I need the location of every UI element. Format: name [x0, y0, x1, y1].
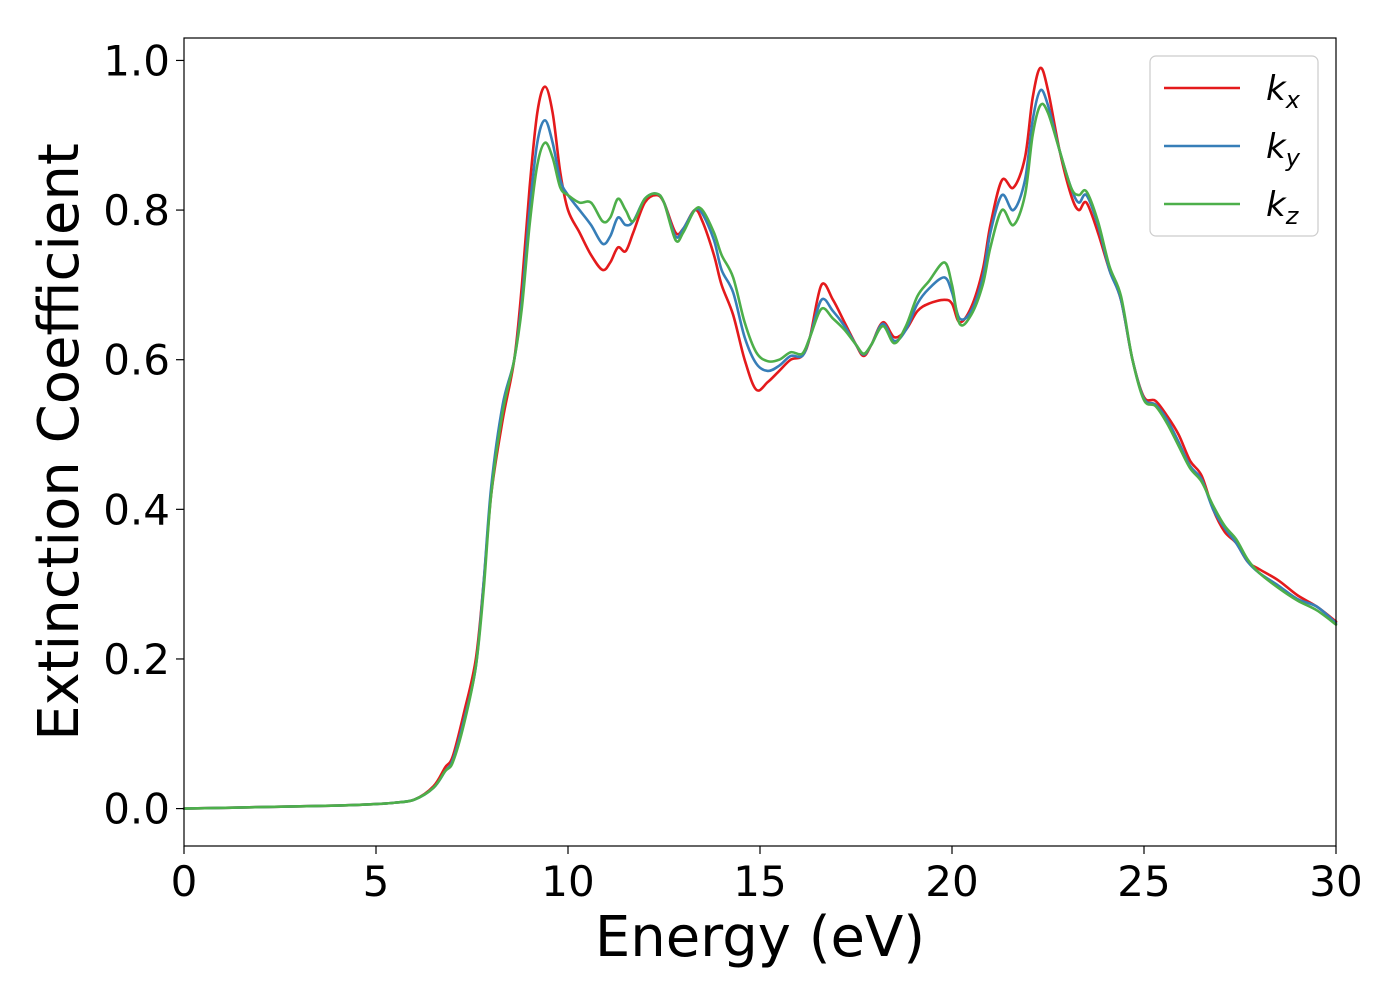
legend-label-y: ky — [1266, 127, 1301, 172]
series-layer — [182, 66, 1338, 810]
y-tick-label: 0.4 — [103, 485, 170, 534]
x-tick-label: 5 — [363, 857, 390, 906]
legend-label-z: kz — [1266, 185, 1300, 230]
x-tick-label: 10 — [541, 857, 594, 906]
x-tick-label: 20 — [925, 857, 978, 906]
x-tick-label: 25 — [1117, 857, 1170, 906]
y-tick-label: 0.2 — [103, 635, 170, 684]
y-tick-label: 0.0 — [103, 785, 170, 834]
series-line-z — [182, 102, 1338, 810]
y-tick-label: 0.8 — [103, 186, 170, 235]
legend-label-x: kx — [1266, 69, 1301, 114]
y-axis: 0.0 0.2 0.4 0.6 0.8 1.0 — [103, 36, 184, 834]
x-axis-title: Energy (eV) — [595, 905, 925, 970]
y-axis-title: Extinction Coefficient — [27, 143, 92, 741]
x-axis: 0 5 10 15 20 25 30 — [171, 846, 1363, 906]
y-tick-label: 0.6 — [103, 336, 170, 385]
x-tick-label: 0 — [171, 857, 198, 906]
legend: kx ky kz — [1149, 55, 1319, 237]
y-tick-label: 1.0 — [103, 36, 170, 85]
plot-area — [184, 38, 1336, 846]
x-tick-label: 30 — [1309, 857, 1362, 906]
x-tick-label: 15 — [733, 857, 786, 906]
